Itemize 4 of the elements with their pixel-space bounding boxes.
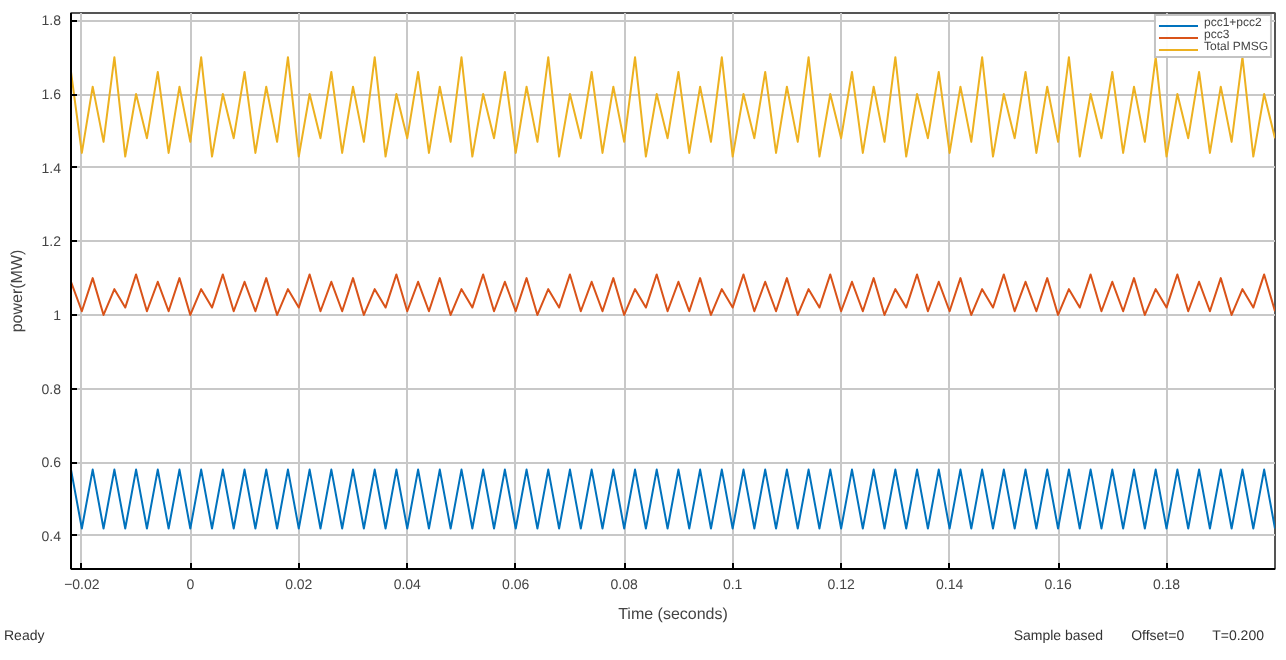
line-series — [71, 273, 1275, 316]
x-axis-title: Time (seconds) — [618, 605, 729, 623]
y-axis-title: power(MW) — [7, 249, 26, 333]
line-series — [71, 56, 1275, 158]
